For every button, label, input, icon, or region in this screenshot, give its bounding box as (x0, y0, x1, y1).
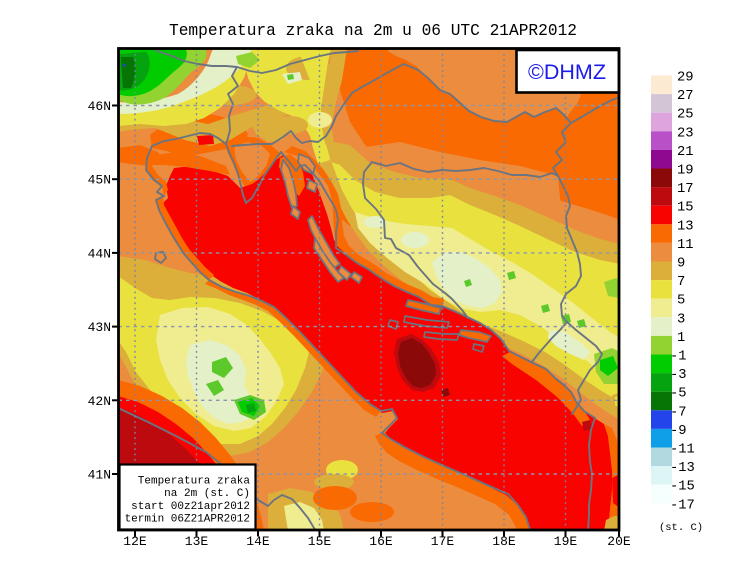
svg-text:15E: 15E (308, 534, 332, 549)
svg-text:-3: -3 (670, 368, 687, 383)
svg-text:-17: -17 (670, 498, 695, 513)
svg-text:13: 13 (677, 219, 694, 234)
svg-text:45N: 45N (88, 173, 111, 188)
svg-text:42N: 42N (88, 394, 111, 409)
svg-text:1: 1 (677, 331, 685, 346)
svg-text:17: 17 (677, 182, 694, 197)
svg-text:-13: -13 (670, 461, 695, 476)
svg-text:-7: -7 (670, 405, 687, 420)
svg-text:-9: -9 (670, 424, 687, 439)
svg-text:23: 23 (677, 126, 694, 141)
svg-text:19: 19 (677, 164, 694, 179)
svg-text:-11: -11 (670, 443, 695, 458)
svg-text:(st. C): (st. C) (659, 522, 703, 534)
svg-text:na 2m (st. C): na 2m (st. C) (164, 488, 250, 500)
svg-text:-1: -1 (670, 350, 687, 365)
svg-text:12E: 12E (123, 534, 147, 549)
svg-text:46N: 46N (88, 99, 111, 114)
svg-text:-15: -15 (670, 480, 695, 495)
svg-text:21: 21 (677, 145, 694, 160)
svg-text:20E: 20E (607, 534, 631, 549)
svg-text:15: 15 (677, 201, 694, 216)
svg-text:11: 11 (677, 238, 694, 253)
svg-text:Temperatura zraka: Temperatura zraka (138, 476, 251, 488)
svg-text:43N: 43N (88, 320, 111, 335)
svg-text:termin 06Z21APR2012: termin 06Z21APR2012 (125, 514, 250, 526)
svg-text:16E: 16E (369, 534, 393, 549)
svg-text:27: 27 (677, 89, 694, 104)
svg-text:29: 29 (677, 71, 694, 86)
svg-text:19E: 19E (554, 534, 578, 549)
svg-text:©DHMZ: ©DHMZ (528, 60, 606, 84)
svg-text:17E: 17E (431, 534, 455, 549)
svg-text:41N: 41N (88, 468, 111, 483)
svg-text:3: 3 (677, 312, 685, 327)
svg-text:9: 9 (677, 257, 685, 272)
svg-text:44N: 44N (88, 246, 111, 261)
svg-text:5: 5 (677, 294, 685, 309)
svg-text:-5: -5 (670, 387, 687, 402)
svg-text:25: 25 (677, 108, 694, 123)
svg-text:13E: 13E (185, 534, 209, 549)
svg-text:start 00z21apr2012: start 00z21apr2012 (131, 501, 250, 513)
svg-text:7: 7 (677, 275, 685, 290)
svg-text:14E: 14E (246, 534, 270, 549)
svg-text:18E: 18E (492, 534, 516, 549)
svg-text:Temperatura zraka na 2m u 06 U: Temperatura zraka na 2m u 06 UTC 21APR20… (169, 22, 577, 40)
